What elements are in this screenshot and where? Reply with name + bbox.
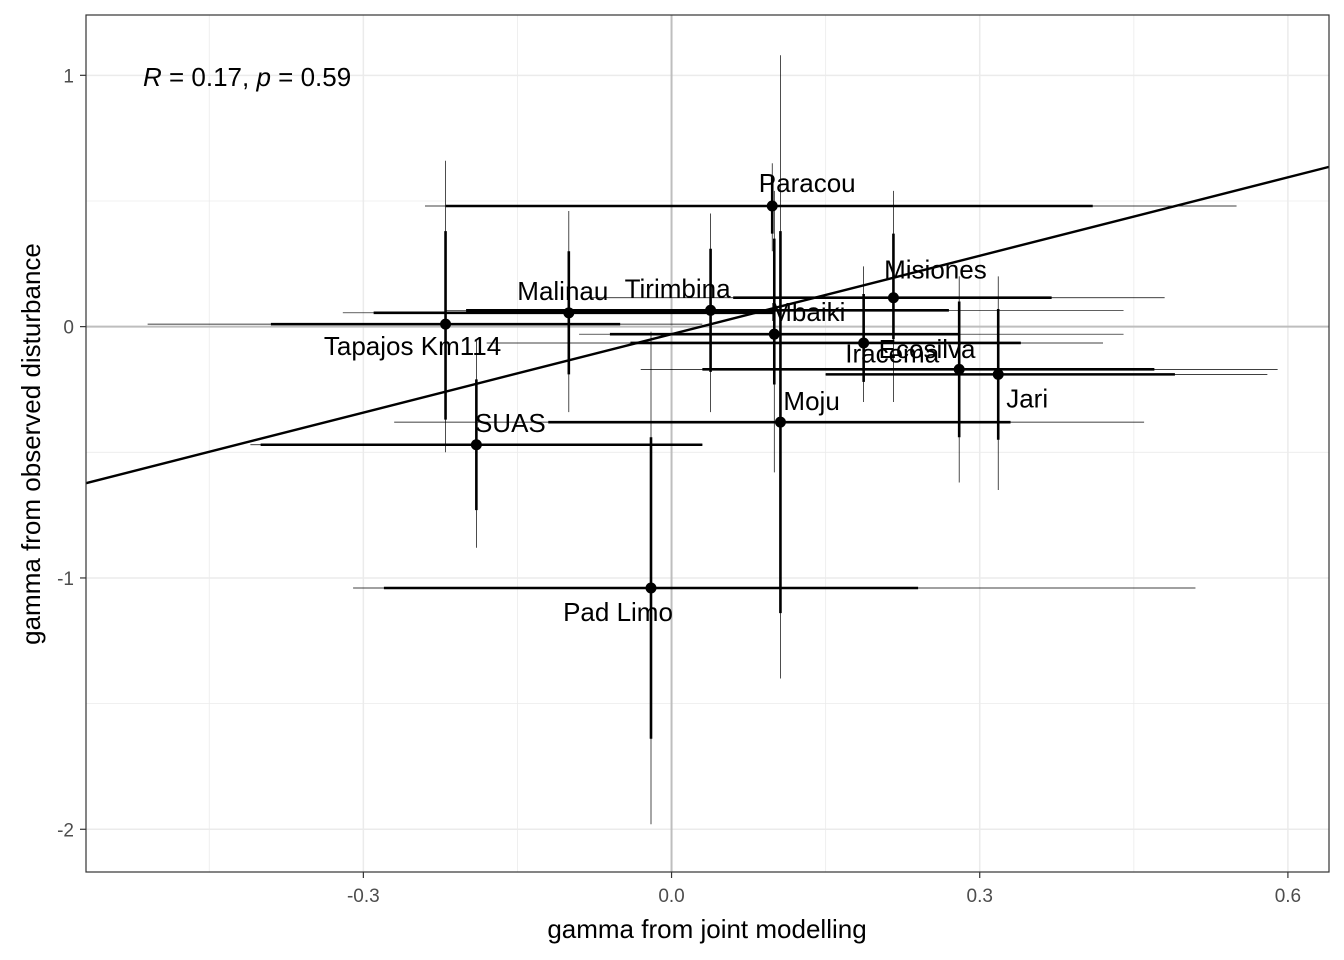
point-label: Moju <box>783 386 839 416</box>
point-labels: Paracou Misiones Malinau Tirimbina Mbaiki Tap… <box>324 168 1048 627</box>
y-tick-label: 0 <box>63 318 74 339</box>
y-axis-title: gamma from observed disturbance <box>16 243 46 645</box>
grid-lines <box>86 15 1329 872</box>
data-point <box>563 307 575 319</box>
y-tick-label: 1 <box>63 66 74 87</box>
x-axis-title: gamma from joint modelling <box>547 914 866 944</box>
point-label: Tirimbina <box>625 273 731 303</box>
data-point <box>766 200 778 212</box>
point-label: Pad Limo <box>563 597 673 627</box>
data-point <box>470 439 482 451</box>
point-label: Misiones <box>884 255 987 285</box>
point-label: Malinau <box>517 276 608 306</box>
regression-line <box>85 165 1330 485</box>
y-tick-label: -2 <box>57 820 74 841</box>
data-point <box>774 416 786 428</box>
data-point <box>992 368 1004 380</box>
x-tick-label: -0.3 <box>347 886 380 907</box>
data-point <box>887 292 899 304</box>
y-tick-label: -1 <box>57 569 74 590</box>
stat-annotation: R = 0.17, p = 0.59 <box>143 62 351 92</box>
data-point <box>858 337 870 349</box>
data-points <box>440 200 1004 594</box>
regression-line-group <box>85 165 1330 485</box>
x-tick-label: 0.3 <box>967 886 993 907</box>
r-symbol: R <box>143 62 162 92</box>
data-point <box>953 363 965 375</box>
point-label: Paracou <box>759 168 856 198</box>
plot-panel-border <box>85 14 1330 873</box>
data-point <box>705 304 717 316</box>
point-label: Iracema <box>845 338 939 368</box>
p-symbol: p <box>255 62 270 92</box>
data-point <box>645 582 657 594</box>
point-label: Ecosilva <box>879 334 976 364</box>
x-tick-label: 0.6 <box>1275 886 1301 907</box>
data-point <box>768 328 780 340</box>
x-axis-ticks: -0.3 0.0 0.3 0.6 <box>347 872 1301 907</box>
r-value: = 0.17, <box>162 62 257 92</box>
p-value: = 0.59 <box>271 62 351 92</box>
point-label: Tapajos Km114 <box>324 331 501 361</box>
data-point <box>440 318 452 330</box>
point-label: Jari <box>1006 383 1048 413</box>
x-tick-label: 0.0 <box>658 886 684 907</box>
point-label: SUAS <box>475 408 546 438</box>
point-label: Mbaiki <box>770 297 845 327</box>
y-axis-ticks: -2 -1 0 1 <box>57 66 86 841</box>
